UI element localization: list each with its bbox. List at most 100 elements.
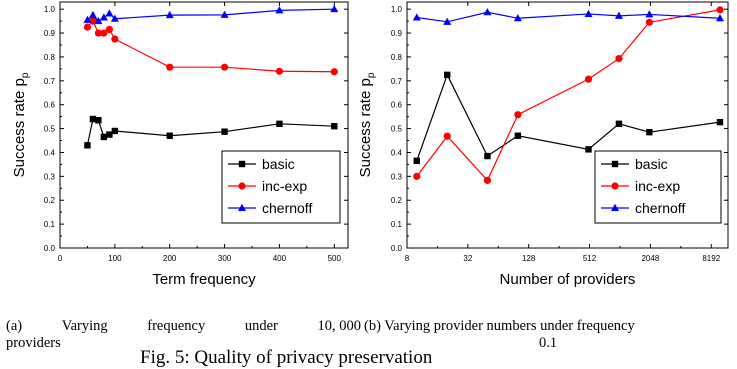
chart-a: 0.0 0.1 0.2 0.3 0.4 0.5 0.6 0.7 0.8 0.9 1.0 0 100 200…	[11, 1, 349, 288]
caption-a-word: under	[244, 318, 278, 334]
y-tick-label: 1.0	[44, 5, 56, 14]
x-tick-label: 8192	[702, 254, 720, 263]
data-point-circle	[100, 29, 108, 37]
y-tick-label: 0.8	[44, 53, 56, 62]
data-point-circle	[615, 55, 623, 63]
data-point-triangle	[443, 17, 452, 25]
data-point-triangle	[614, 11, 623, 19]
data-point-circle	[94, 29, 102, 37]
x-tick-label: 300	[218, 254, 232, 263]
data-point-square	[646, 128, 653, 136]
series-basic	[413, 71, 724, 165]
data-point-triangle	[584, 9, 593, 17]
data-point-square	[89, 115, 97, 123]
data-point-circle	[83, 23, 92, 31]
y-tick-label: 0.7	[391, 77, 403, 86]
caption-a-word: 10, 000	[317, 318, 362, 334]
data-point-circle	[238, 182, 246, 190]
series-line-basic	[416, 73, 721, 162]
legend-label-inc-exp: inc-exp	[635, 178, 680, 194]
figure-title: Fig. 5: Quality of privacy preservation	[140, 347, 433, 368]
series-line-chernoff	[416, 11, 721, 23]
data-point-circle	[483, 176, 492, 185]
x-tick-label: 512	[583, 254, 597, 263]
data-point-triangle	[238, 203, 246, 211]
data-point-square	[276, 120, 283, 128]
data-point-square	[84, 142, 91, 149]
y-tick-label: 0.1	[44, 220, 56, 229]
y-tick-label: 0.6	[391, 101, 403, 110]
series-inc-exp	[413, 6, 724, 185]
figure-charts: 0.0 0.1 0.2 0.3 0.4 0.5 0.6 0.7 0.8 0.9 1.0 0 100 200…	[11, 1, 729, 288]
caption-b-value: 0.1	[538, 335, 558, 351]
data-point-square	[100, 133, 108, 141]
x-axis-label: Number of providers	[500, 271, 636, 288]
data-point-square	[615, 120, 623, 128]
data-point-square	[106, 131, 113, 138]
data-point-square	[95, 117, 102, 124]
series-basic	[84, 115, 338, 149]
data-point-triangle	[105, 9, 114, 17]
series-line-inc-exp	[86, 20, 335, 73]
data-point-square	[331, 122, 338, 130]
x-tick-label: 0	[58, 254, 63, 263]
data-point-triangle	[645, 10, 654, 18]
data-point-circle	[105, 25, 113, 34]
data-point-triangle	[83, 15, 92, 23]
data-point-triangle	[513, 14, 522, 22]
y-axis-label-subscript: p	[20, 72, 31, 78]
data-point-triangle	[275, 6, 284, 14]
data-point-circle	[413, 172, 421, 180]
series-line-basic	[86, 118, 335, 146]
y-axis-label: Success rate pp	[357, 72, 377, 177]
y-tick-label: 0.2	[391, 196, 403, 205]
data-point-circle	[716, 6, 724, 14]
y-tick-label: 0.4	[44, 148, 56, 157]
legend-label-inc-exp: inc-exp	[262, 178, 307, 194]
legend-label-basic: basic	[262, 156, 295, 172]
series-chernoff	[83, 4, 339, 25]
data-point-triangle	[88, 10, 97, 19]
y-tick-label: 0.5	[44, 125, 56, 134]
y-axis-label: Success rate pp	[11, 72, 31, 177]
plot-frame	[406, 1, 729, 249]
legend-label-chernoff: chernoff	[635, 200, 685, 216]
x-tick-label: 8	[405, 254, 410, 263]
series-line-chernoff	[87, 8, 335, 22]
data-point-circle	[584, 75, 593, 83]
y-tick-label: 0.9	[44, 29, 56, 38]
data-point-square	[484, 152, 491, 160]
y-tick-label: 0.3	[44, 172, 56, 181]
data-point-circle	[443, 132, 451, 140]
caption-a-word: (a)	[6, 318, 23, 334]
data-point-triangle	[330, 4, 339, 13]
data-point-triangle	[715, 14, 724, 22]
data-point-triangle	[412, 13, 421, 21]
x-tick-label: 500	[328, 254, 342, 263]
data-point-triangle	[220, 10, 229, 18]
data-point-square	[611, 160, 619, 168]
data-point-square	[111, 127, 119, 135]
caption-a-word: frequency	[147, 318, 206, 334]
data-point-square	[444, 71, 451, 79]
data-point-circle	[111, 35, 119, 43]
caption-b: (b) Varying provider numbers under frequ…	[364, 318, 732, 352]
series-line-inc-exp	[416, 9, 721, 182]
data-point-triangle	[611, 203, 619, 211]
x-tick-label: 200	[163, 254, 177, 263]
data-point-circle	[275, 67, 284, 75]
data-point-square	[166, 132, 173, 139]
series-chernoff	[412, 8, 724, 25]
y-tick-label: 0.3	[391, 172, 403, 181]
y-tick-label: 0.6	[44, 101, 56, 110]
x-tick-label: 128	[522, 254, 536, 263]
y-tick-label: 0.0	[44, 244, 56, 253]
y-tick-label: 0.4	[391, 148, 403, 157]
y-tick-label: 0.2	[44, 196, 56, 205]
data-point-square	[514, 132, 522, 139]
caption-a: (a) Varying frequency under 10, 000 prov…	[6, 318, 361, 352]
data-point-triangle	[483, 8, 492, 16]
y-tick-label: 0.1	[391, 220, 403, 229]
data-point-triangle	[110, 14, 119, 22]
y-tick-label: 0.7	[44, 77, 56, 86]
